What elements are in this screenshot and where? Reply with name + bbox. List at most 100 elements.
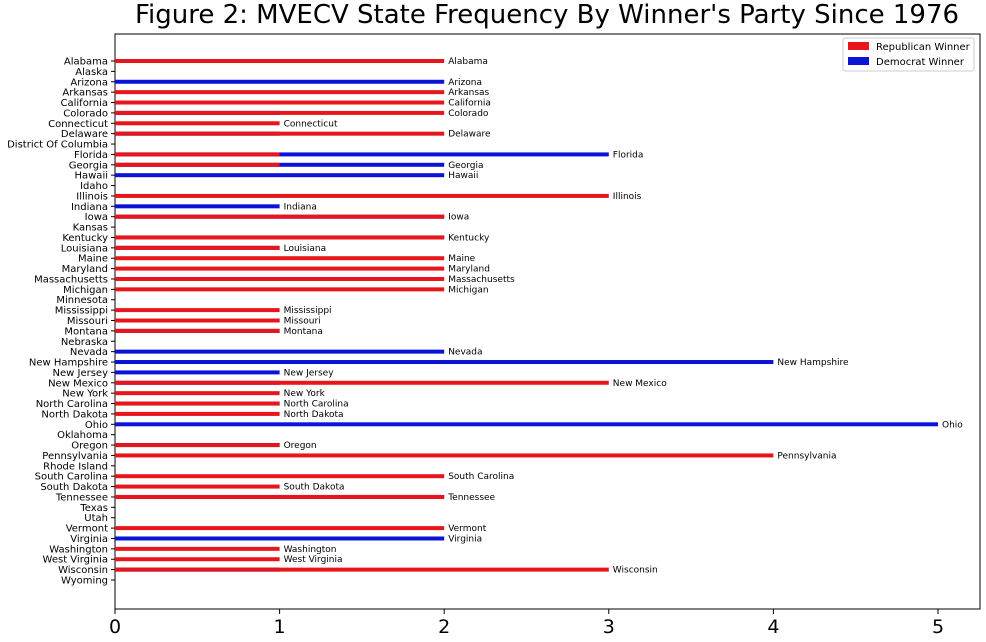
republican-bar-pennsylvania (115, 453, 774, 458)
bar-label-new-hampshire: New Hampshire (777, 358, 849, 368)
republican-bar-tennessee (115, 494, 445, 499)
state-label-alabama: Alabama (64, 57, 108, 68)
state-label-new-jersey: New Jersey (53, 368, 109, 379)
bar-label-florida: Florida (613, 150, 644, 160)
bar-label-nevada: Nevada (448, 348, 482, 358)
bar-label-georgia: Georgia (448, 161, 483, 171)
x-tick-label-2: 2 (438, 616, 450, 638)
state-label-texas: Texas (79, 503, 108, 514)
bar-label-new-mexico: New Mexico (613, 379, 667, 389)
republican-bar-delaware (115, 131, 445, 136)
bar-label-maryland: Maryland (448, 265, 490, 275)
state-label-colorado: Colorado (63, 108, 108, 119)
state-label-west-virginia: West Virginia (43, 555, 108, 566)
x-tick-label-1: 1 (274, 616, 286, 638)
bar-label-south-carolina: South Carolina (448, 472, 514, 482)
democrat-bar-new-hampshire (115, 360, 774, 365)
state-label-georgia: Georgia (69, 160, 108, 171)
state-label-virginia: Virginia (70, 534, 108, 545)
bar-label-missouri: Missouri (284, 317, 321, 327)
bar-label-new-jersey: New Jersey (284, 368, 335, 378)
state-label-new-york: New York (62, 389, 108, 400)
state-label-new-hampshire: New Hampshire (29, 358, 108, 369)
democrat-bar-new-jersey (115, 370, 280, 375)
bar-label-maine: Maine (448, 254, 475, 264)
democrat-bar-indiana (115, 204, 280, 209)
bar-label-north-carolina: North Carolina (284, 400, 349, 410)
state-label-arizona: Arizona (70, 77, 108, 88)
state-label-arkansas: Arkansas (62, 88, 108, 99)
republican-bar-massachusetts (115, 276, 445, 281)
republican-bar-florida (115, 152, 280, 157)
state-label-illinois: Illinois (76, 191, 108, 202)
state-label-maine: Maine (78, 254, 108, 265)
bar-label-ohio: Ohio (942, 420, 963, 430)
state-label-pennsylvania: Pennsylvania (42, 451, 108, 462)
republican-bar-mississippi (115, 308, 280, 313)
state-label-montana: Montana (64, 326, 108, 337)
bar-label-arizona: Arizona (448, 78, 482, 88)
bar-label-oregon: Oregon (284, 441, 317, 451)
bar-label-delaware: Delaware (448, 130, 491, 140)
bar-label-mississippi: Mississippi (284, 306, 332, 316)
bar-label-west-virginia: West Virginia (284, 555, 343, 565)
bar-label-new-york: New York (284, 389, 326, 399)
bar-label-louisiana: Louisiana (284, 244, 327, 254)
state-label-nebraska: Nebraska (61, 337, 108, 348)
state-label-new-mexico: New Mexico (48, 378, 108, 389)
republican-bar-california (115, 100, 445, 105)
bar-label-iowa: Iowa (448, 213, 469, 223)
legend: Republican Winner Democrat Winner (842, 37, 975, 72)
chart-title: Figure 2: MVECV State Frequency By Winne… (134, 0, 960, 30)
bar-label-south-dakota: South Dakota (284, 483, 345, 493)
republican-bar-north-dakota (115, 411, 280, 416)
state-label-florida: Florida (74, 150, 108, 161)
state-label-alaska: Alaska (75, 67, 108, 78)
state-label-ohio: Ohio (85, 420, 108, 431)
bar-label-pennsylvania: Pennsylvania (777, 451, 836, 461)
state-label-iowa: Iowa (85, 212, 108, 223)
republican-bar-maine (115, 256, 445, 261)
state-label-south-dakota: South Dakota (40, 482, 108, 493)
state-label-oklahoma: Oklahoma (57, 430, 108, 441)
republican-bar-montana (115, 328, 280, 333)
bar-label-michigan: Michigan (448, 285, 488, 295)
republican-bar-north-carolina (115, 401, 280, 406)
legend-label-republican: Republican Winner (876, 42, 971, 53)
state-label-hawaii: Hawaii (74, 171, 108, 182)
state-label-idaho: Idaho (80, 181, 108, 192)
bar-label-colorado: Colorado (448, 109, 489, 119)
bar-label-massachusetts: Massachusetts (448, 275, 515, 285)
bar-label-alabama: Alabama (448, 57, 488, 67)
republican-bar-georgia (115, 162, 280, 167)
legend-label-democrat: Democrat Winner (876, 57, 965, 68)
republican-bar-missouri (115, 318, 280, 323)
state-label-connecticut: Connecticut (48, 119, 108, 130)
state-label-north-dakota: North Dakota (41, 409, 108, 420)
republican-bar-arkansas (115, 90, 445, 95)
republican-bar-iowa (115, 214, 445, 219)
republican-bar-west-virginia (115, 557, 280, 562)
state-label-kansas: Kansas (73, 223, 108, 234)
democrat-bar-hawaii (115, 173, 445, 178)
democrat-bar-florida (115, 152, 609, 157)
x-tick-label-3: 3 (603, 616, 615, 638)
state-label-south-carolina: South Carolina (35, 472, 108, 483)
state-label-north-carolina: North Carolina (36, 399, 108, 410)
republican-bar-maryland (115, 266, 445, 271)
republican-bar-south-carolina (115, 474, 445, 479)
bar-label-indiana: Indiana (284, 202, 317, 212)
republican-bar-illinois (115, 193, 609, 198)
legend-swatch-democrat (848, 57, 869, 65)
state-label-tennessee: Tennessee (55, 492, 108, 503)
republican-bar-michigan (115, 287, 445, 292)
state-label-wyoming: Wyoming (61, 576, 108, 587)
democrat-bar-ohio (115, 422, 938, 427)
democrat-bar-virginia (115, 536, 445, 541)
state-label-michigan: Michigan (63, 285, 108, 296)
y-axis-labels: AlabamaAlaskaArizonaArkansasCaliforniaCo… (7, 57, 115, 587)
democrat-bar-nevada (115, 349, 445, 354)
bar-label-arkansas: Arkansas (448, 88, 489, 98)
bar-label-tennessee: Tennessee (447, 493, 495, 503)
